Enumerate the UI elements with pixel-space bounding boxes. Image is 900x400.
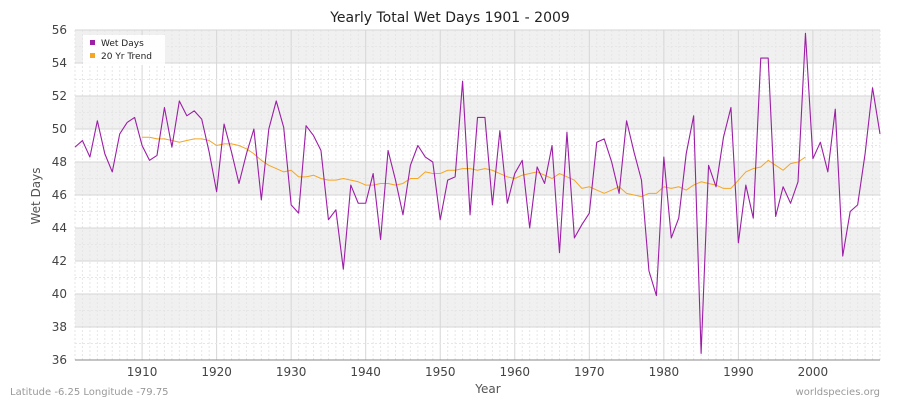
y-tick-label: 40 xyxy=(52,287,67,301)
x-tick-label: 1940 xyxy=(350,365,381,379)
y-axis-label: Wet Days xyxy=(29,167,43,224)
y-tick-labels: 36 38 40 42 44 46 48 50 52 54 56 xyxy=(52,23,67,367)
y-tick-label: 42 xyxy=(52,254,67,268)
x-tick-label: 1930 xyxy=(276,365,307,379)
footer-location: Latitude -6.25 Longitude -79.75 xyxy=(10,387,169,398)
y-tick-label: 50 xyxy=(52,122,67,136)
legend-swatch-trend xyxy=(90,53,95,58)
x-tick-label: 1980 xyxy=(649,365,680,379)
x-axis-label: Year xyxy=(474,382,500,396)
legend-label-trend: 20 Yr Trend xyxy=(101,52,152,62)
x-tick-label: 1970 xyxy=(574,365,605,379)
x-tick-label: 2000 xyxy=(798,365,829,379)
legend-label-wet-days: Wet Days xyxy=(101,39,144,49)
y-tick-label: 38 xyxy=(52,320,67,334)
x-tick-label: 1990 xyxy=(723,365,754,379)
x-tick-label: 1950 xyxy=(425,365,456,379)
footer-site: worldspecies.org xyxy=(796,387,880,398)
x-tick-label: 1920 xyxy=(201,365,232,379)
y-tick-label: 54 xyxy=(52,56,67,70)
grid-lines xyxy=(74,29,881,361)
x-tick-label: 1910 xyxy=(127,365,158,379)
wet-days-line xyxy=(74,32,881,354)
chart-title: Yearly Total Wet Days 1901 - 2009 xyxy=(329,10,570,26)
y-tick-label: 56 xyxy=(52,23,67,37)
series-lines xyxy=(74,32,881,354)
y-tick-label: 52 xyxy=(52,89,67,103)
legend-swatch-wet-days xyxy=(90,40,95,45)
y-tick-label: 36 xyxy=(52,353,67,367)
x-tick-labels: 1910 1920 1930 1940 1950 1960 1970 1980 1990 2000 xyxy=(127,365,828,379)
y-tick-label: 44 xyxy=(52,221,67,235)
legend: Wet Days 20 Yr Trend xyxy=(83,35,165,65)
legend-box xyxy=(83,35,165,65)
y-tick-label: 48 xyxy=(52,155,67,169)
x-tick-label: 1960 xyxy=(499,365,530,379)
y-tick-label: 46 xyxy=(52,188,67,202)
